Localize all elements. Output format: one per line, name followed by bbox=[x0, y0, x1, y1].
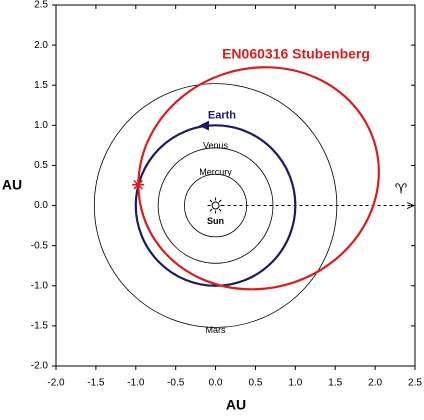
x-tick-label: 1.5 bbox=[328, 378, 342, 389]
x-tick-label: 1.0 bbox=[288, 378, 302, 389]
planet-label: Earth bbox=[208, 110, 236, 122]
y-tick-label: -1.0 bbox=[31, 280, 49, 291]
fireball-orbit bbox=[137, 66, 380, 291]
y-tick-label: -1.5 bbox=[31, 321, 49, 332]
plot-frame bbox=[55, 4, 416, 367]
planet-label: Venus bbox=[203, 141, 229, 151]
y-tick-label: -2.0 bbox=[31, 361, 49, 372]
planet-label: Mars bbox=[206, 325, 226, 335]
planet-orbit bbox=[184, 173, 248, 238]
earth-arrow bbox=[198, 120, 209, 131]
y-tick-label: -0.5 bbox=[31, 240, 49, 251]
vernal-label: ♈ bbox=[395, 180, 408, 196]
chart-title: EN060316 Stubenberg bbox=[222, 46, 370, 62]
y-tick-label: 1.0 bbox=[34, 120, 48, 131]
x-tick-label: -0.5 bbox=[167, 378, 185, 389]
planet-orbit bbox=[134, 124, 297, 287]
vernal-arrow bbox=[406, 202, 416, 210]
y-axis-title: AU bbox=[2, 177, 22, 193]
planet-label: Mercury bbox=[199, 167, 232, 177]
x-axis-title: AU bbox=[226, 397, 246, 413]
x-tick-label: 0.5 bbox=[248, 378, 262, 389]
x-tick-label: -1.5 bbox=[87, 378, 105, 389]
x-tick-label: -1.0 bbox=[127, 378, 145, 389]
y-tick-label: 0.0 bbox=[34, 200, 48, 211]
sun-rays bbox=[207, 197, 224, 214]
planet-orbit bbox=[157, 147, 274, 264]
y-tick-label: 0.5 bbox=[34, 160, 48, 171]
sun-label: Sun bbox=[207, 216, 224, 226]
x-tick-label: 2.5 bbox=[408, 378, 422, 389]
impact-star bbox=[132, 178, 145, 191]
x-tick-label: 2.0 bbox=[368, 378, 382, 389]
sun bbox=[211, 201, 220, 210]
y-tick-label: 2.5 bbox=[34, 0, 48, 11]
x-tick-label: 0.0 bbox=[209, 378, 223, 389]
y-tick-label: 1.5 bbox=[34, 80, 48, 91]
x-tick-label: -2.0 bbox=[47, 378, 65, 389]
y-tick-label: 2.0 bbox=[34, 40, 48, 51]
planet-orbit bbox=[93, 83, 338, 328]
